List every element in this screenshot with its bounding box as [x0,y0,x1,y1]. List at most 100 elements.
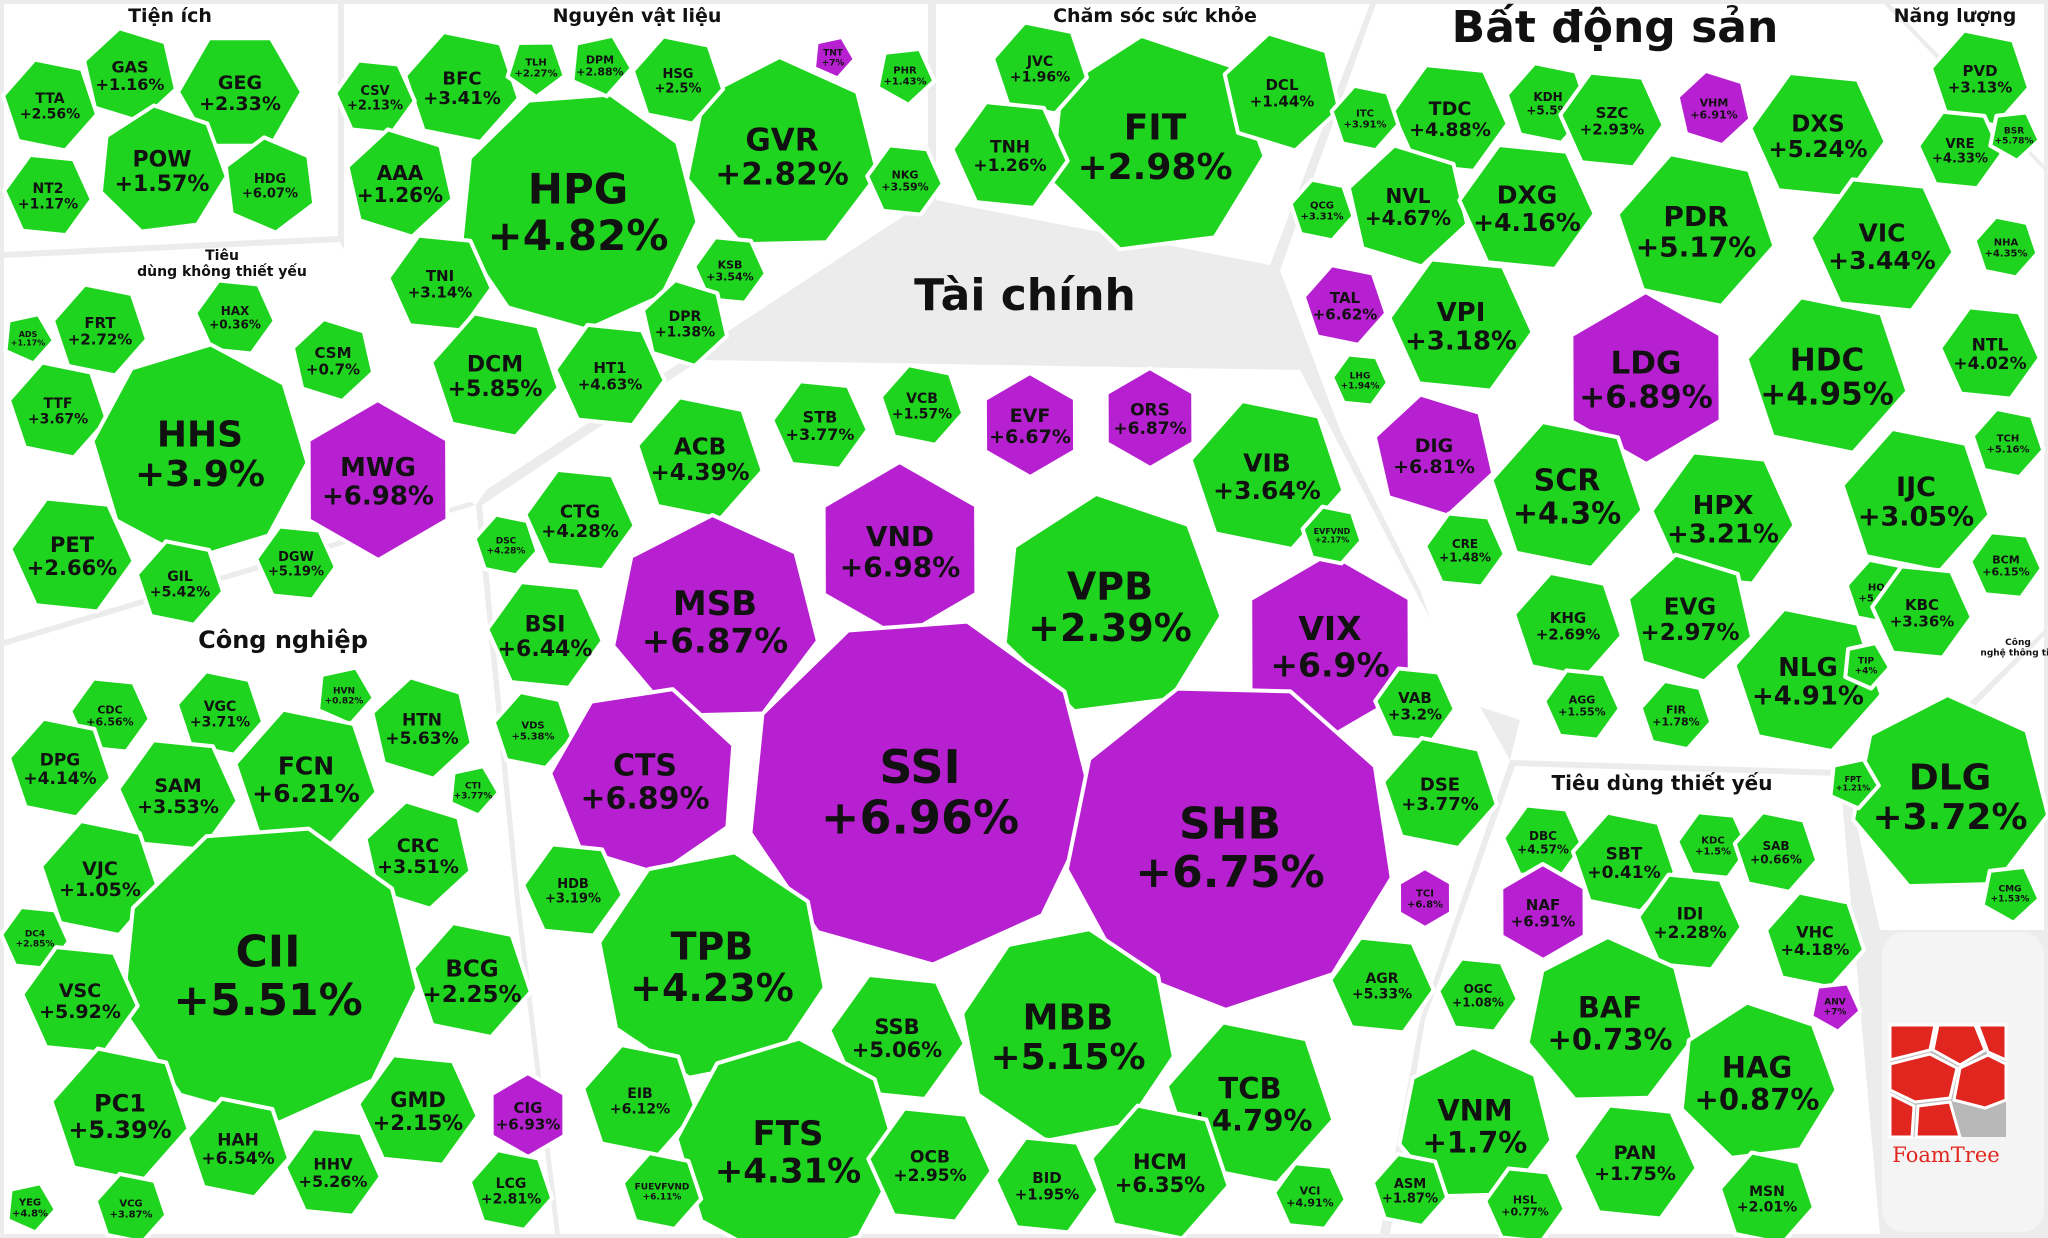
stock-cell-bcg[interactable]: BCG+2.25% [411,921,533,1039]
stock-cell-tip[interactable]: TIP+4% [1843,641,1892,691]
stock-cell-idi[interactable]: IDI+2.28% [1636,872,1744,972]
stock-cell-mwg[interactable]: MWG+6.98% [306,398,450,562]
stock-cell-dcm[interactable]: DCM+5.85% [429,311,561,439]
stock-cell-asm[interactable]: ASM+1.87% [1370,1152,1450,1228]
stock-cell-dse[interactable]: DSE+3.77% [1381,736,1499,850]
stock-cell-pdr[interactable]: PDR+5.17% [1615,152,1777,308]
stock-cell-ntl[interactable]: NTL+4.02% [1938,305,2042,401]
stock-cell-msn[interactable]: MSN+2.01% [1718,1150,1816,1238]
stock-cell-vpi[interactable]: VPI+3.18% [1387,257,1535,393]
stock-cell-gvr[interactable]: GVR+2.82% [685,55,880,247]
stock-cell-vic[interactable]: VIC+3.44% [1808,177,1956,313]
stock-cell-pet[interactable]: PET+2.66% [8,496,136,614]
stock-cell-fit[interactable]: FIT+2.98% [1049,33,1267,252]
stock-cell-evfvnd[interactable]: EVFVND+2.17% [1300,504,1364,566]
stock-cell-itc[interactable]: ITC+3.91% [1329,83,1401,153]
stock-cell-hdc[interactable]: HDC+4.95% [1744,295,1910,455]
stock-cell-tci[interactable]: TCI+6.8% [1397,866,1453,930]
stock-cell-evf[interactable]: EVF+6.67% [982,371,1078,479]
stock-cell-nkg[interactable]: NKG+3.59% [865,143,945,217]
stock-cell-hpg[interactable]: HPG+4.82% [459,92,700,332]
stock-cell-ctg[interactable]: CTG+4.28% [523,467,637,573]
stock-cell-hsl[interactable]: HSL+0.77% [1483,1166,1567,1238]
stock-cell-hpx[interactable]: HPX+3.21% [1649,450,1797,586]
stock-cell-pow[interactable]: POW+1.57% [98,103,229,234]
stock-cell-vpb[interactable]: VPB+2.39% [1002,491,1224,714]
stock-cell-dxs[interactable]: DXS+5.24% [1748,71,1888,199]
stock-cell-agr[interactable]: AGR+5.33% [1328,935,1436,1035]
stock-cell-hvn[interactable]: HVN+0.82% [316,665,376,727]
stock-cell-tnh[interactable]: TNH+1.26% [950,100,1070,210]
stock-cell-vci[interactable]: VCI+4.91% [1272,1161,1348,1231]
stock-cell-shb[interactable]: SHB+6.75% [1064,686,1394,1012]
stock-cell-scr[interactable]: SCR+4.3% [1489,420,1645,570]
stock-cell-ssb[interactable]: SSB+5.06% [827,973,967,1101]
stock-cell-hsg[interactable]: HSG+2.5% [630,34,726,126]
stock-cell-bcm[interactable]: BCM+6.15% [1968,530,2044,600]
stock-cell-vjc[interactable]: VJC+1.05% [39,819,161,937]
stock-cell-nha[interactable]: NHA+4.35% [1972,214,2040,280]
stock-cell-ht1[interactable]: HT1+4.63% [553,322,667,428]
stock-cell-tdc[interactable]: TDC+4.88% [1390,63,1510,173]
stock-cell-baf[interactable]: BAF+0.73% [1525,935,1696,1102]
stock-cell-cti[interactable]: CTI+3.77% [448,764,501,818]
stock-cell-dpm[interactable]: DPM+2.88% [570,33,634,99]
stock-cell-mbb[interactable]: MBB+5.15% [960,927,1176,1143]
stock-cell-csm[interactable]: CSM+0.7% [290,317,376,403]
stock-cell-acb[interactable]: ACB+4.39% [635,395,765,521]
stock-cell-eib[interactable]: EIB+6.12% [581,1043,699,1157]
stock-cell-tta[interactable]: TTA+2.56% [1,57,99,153]
stock-cell-ogc[interactable]: OGC+1.08% [1436,956,1520,1034]
stock-cell-crc[interactable]: CRC+3.51% [363,799,473,911]
stock-cell-hhv[interactable]: HHV+5.26% [283,1126,383,1218]
stock-cell-phr[interactable]: PHR+1.43% [875,46,937,107]
stock-cell-cre[interactable]: CRE+1.48% [1423,511,1507,589]
stock-cell-hax[interactable]: HAX+0.36% [193,278,277,356]
stock-cell-lhg[interactable]: LHG+1.94% [1330,352,1390,408]
stock-cell-tlh[interactable]: TLH+2.27% [505,40,567,99]
stock-cell-cts[interactable]: CTS+6.89% [548,687,736,876]
stock-cell-gil[interactable]: GIL+5.42% [134,539,226,627]
stock-cell-tch[interactable]: TCH+5.16% [1970,406,2046,480]
stock-cell-vcg[interactable]: VCG+3.87% [93,1171,169,1238]
stock-cell-hcm[interactable]: HCM+6.35% [1089,1103,1231,1238]
stock-cell-bfc[interactable]: BFC+3.41% [403,30,521,144]
stock-cell-vsc[interactable]: VSC+5.92% [20,945,140,1055]
stock-cell-nt2[interactable]: NT2+1.17% [2,152,94,238]
stock-cell-khg[interactable]: KHG+2.69% [1512,570,1624,680]
stock-cell-hdb[interactable]: HDB+3.19% [521,842,625,938]
stock-cell-ijc[interactable]: IJC+3.05% [1840,426,1992,574]
stock-cell-bsi[interactable]: BSI+6.44% [485,580,605,690]
stock-cell-fuevfvnd[interactable]: FUEVFVND+6.11% [620,1151,704,1231]
stock-cell-vds[interactable]: VDS+5.38% [491,690,575,770]
stock-cell-sam[interactable]: SAM+3.53% [116,738,240,852]
stock-cell-ksb[interactable]: KSB+3.54% [692,235,768,305]
stock-cell-frt[interactable]: FRT+2.72% [51,282,149,378]
stock-cell-msb[interactable]: MSB+6.87% [611,513,820,718]
stock-cell-ads[interactable]: ADS+1.17% [3,312,56,366]
stock-cell-tnt[interactable]: TNT+7% [812,34,857,81]
stock-cell-ssi[interactable]: SSI+6.96% [748,619,1097,967]
stock-cell-hhs[interactable]: HHS+3.9% [90,342,310,562]
stock-cell-fcn[interactable]: FCN+6.21% [233,707,379,849]
stock-cell-dxg[interactable]: DXG+4.16% [1457,143,1597,271]
stock-cell-htn[interactable]: HTN+5.63% [370,675,474,781]
stock-cell-dlg[interactable]: DLG+3.72% [1851,693,2048,889]
stock-cell-evg[interactable]: EVG+2.97% [1625,552,1755,684]
stock-cell-fir[interactable]: FIR+1.78% [1638,678,1714,752]
stock-cell-hag[interactable]: HAG+0.87% [1679,1000,1839,1160]
stock-cell-dpg[interactable]: DPG+4.14% [7,716,113,820]
stock-cell-bsr[interactable]: BSR+5.78% [1988,110,2042,163]
stock-cell-dpr[interactable]: DPR+1.38% [641,278,729,368]
stock-cell-vnd[interactable]: VND+6.98% [821,460,979,640]
stock-cell-szc[interactable]: SZC+2.93% [1558,70,1666,170]
stock-cell-ttf[interactable]: TTF+3.67% [7,360,109,460]
stock-cell-kdc[interactable]: KDC+1.5% [1675,810,1751,880]
stock-cell-cig[interactable]: CIG+6.93% [489,1071,567,1159]
stock-cell-yeg[interactable]: YEG+4.8% [5,1181,58,1235]
stock-cell-sab[interactable]: SAB+0.66% [1732,810,1820,894]
stock-cell-dsc[interactable]: DSC+4.28% [472,512,540,578]
stock-cell-cii[interactable]: CII+5.51% [120,826,420,1125]
stock-cell-ldg[interactable]: LDG+6.89% [1569,290,1723,466]
stock-cell-hdg[interactable]: HDG+6.07% [223,135,317,235]
